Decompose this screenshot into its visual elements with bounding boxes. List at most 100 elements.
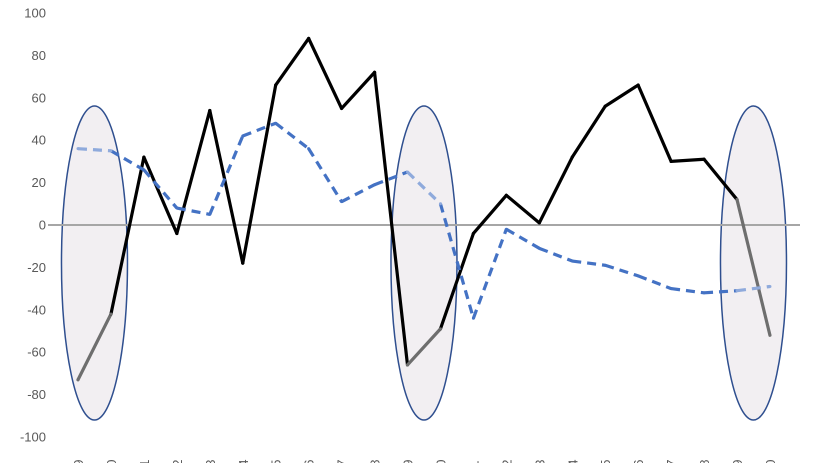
x-tick-label: 20 [763,460,778,463]
series-1-segment-2010 [438,203,475,319]
series-1-segment-2002 [176,206,211,216]
x-tick-label: 04 [236,460,251,463]
series-0-segment-2001 [142,155,179,236]
series-1-point-2001 [142,168,146,172]
series-1-segment-2003 [208,135,245,216]
y-tick-label: -80 [27,387,46,402]
series-1-segment-2008 [373,170,409,187]
series-0-segment-2015 [603,83,640,108]
series-1-point-1999 [76,147,80,151]
series-0-segment-2006 [307,36,344,111]
series-0-point-2015 [603,104,607,108]
series-0-point-2011 [471,231,475,235]
series-0-point-2003 [208,109,212,113]
series-0-point-2012 [504,193,508,197]
x-tick-label: 07 [335,460,350,463]
series-1-line [76,121,772,320]
series-0-segment-2005 [274,36,311,87]
series-0-point-2020 [768,333,772,337]
x-tick-label: 06 [302,460,317,463]
series-1-point-2010 [438,202,442,206]
series-0-point-2001 [142,155,146,159]
series-0-segment-2017 [669,157,706,163]
series-1-point-2017 [669,287,673,291]
x-tick-label: 11 [466,461,481,463]
series-1-segment-2016 [637,274,672,291]
series-1-segment-2019 [736,284,771,293]
series-1-segment-2007 [340,183,376,204]
series-0-segment-2003 [208,108,245,265]
y-tick-label: 100 [24,6,46,21]
series-1-point-2005 [274,121,278,125]
series-0-segment-2019 [735,197,772,337]
series-1-segment-2000 [110,149,145,172]
x-tick-label: 02 [170,460,185,463]
series-1-segment-2006 [307,147,343,203]
series-0-segment-2010 [438,231,475,331]
series-1-point-2018 [702,291,706,295]
series-0-segment-2002 [175,108,212,236]
series-1-segment-2001 [142,168,179,210]
x-tick-label: 99 [71,460,86,463]
series-0-segment-2008 [372,70,410,367]
series-0-point-2008 [373,70,377,74]
series-1-segment-2012 [505,227,541,250]
series-1-segment-1999 [77,147,112,153]
series-1-point-2015 [603,263,607,267]
y-axis-tick-labels: 100 80 60 40 20 0 -20 -40 -60 -80 -100 [20,6,46,445]
y-tick-label: -100 [20,430,46,445]
series-0-point-2014 [570,155,574,159]
series-0-point-2004 [241,261,245,265]
series-0-segment-2012 [504,193,541,225]
series-1-segment-2018 [703,289,738,295]
series-1-point-2016 [636,274,640,278]
series-0-point-2013 [537,221,541,225]
series-1-segment-2017 [670,287,705,295]
y-tick-label: -20 [27,260,46,275]
series-0-segment-2000 [109,155,146,316]
x-tick-label: 14 [565,460,580,463]
x-tick-label: 08 [368,460,383,463]
x-tick-label: 17 [664,460,679,463]
series-1-point-2014 [570,259,574,263]
y-tick-label: 60 [32,90,46,105]
series-1-segment-2011 [471,228,508,319]
series-0-segment-1999 [76,312,113,382]
x-tick-label: 01 [137,460,152,463]
series-1-point-2011 [471,316,475,320]
x-tick-label: 05 [269,460,284,463]
series-0-segment-2013 [537,155,574,225]
series-0-segment-2018 [702,157,739,202]
series-0-point-1999 [76,378,80,382]
x-tick-label: 00 [104,460,119,463]
y-tick-label: 80 [32,48,46,63]
series-0-segment-2016 [636,83,673,163]
series-0-point-2006 [307,36,311,40]
x-tick-label: 10 [433,460,448,463]
series-0-point-2005 [274,83,278,87]
y-tick-label: 0 [39,218,46,233]
series-1-point-2009 [406,170,409,174]
x-axis-tick-labels: 99 00 01 02 03 04 05 06 07 08 09 10 11 12 13 14 15 16 17 18… [71,460,778,463]
series-1-segment-2013 [538,246,573,263]
series-1-segment-2009 [406,170,442,205]
x-tick-label: 12 [499,460,514,463]
series-1-point-2004 [241,134,245,138]
series-1-segment-2015 [604,263,639,278]
x-tick-label: 18 [697,460,712,463]
series-0-point-2009 [406,363,409,367]
series-0-point-2007 [340,106,344,110]
series-0-point-2010 [438,327,442,331]
series-0-line [76,36,772,382]
highlight-ellipse-1999 [60,105,129,421]
series-1-point-2012 [504,227,508,231]
series-0-point-2018 [702,157,706,161]
y-tick-label: 20 [32,175,46,190]
series-1-point-2013 [537,246,541,250]
highlight-ellipse-2009 [390,105,458,421]
series-group [76,36,772,382]
series-1-point-2003 [208,212,212,216]
x-tick-label: 13 [532,460,547,463]
series-0-segment-2011 [471,193,508,236]
